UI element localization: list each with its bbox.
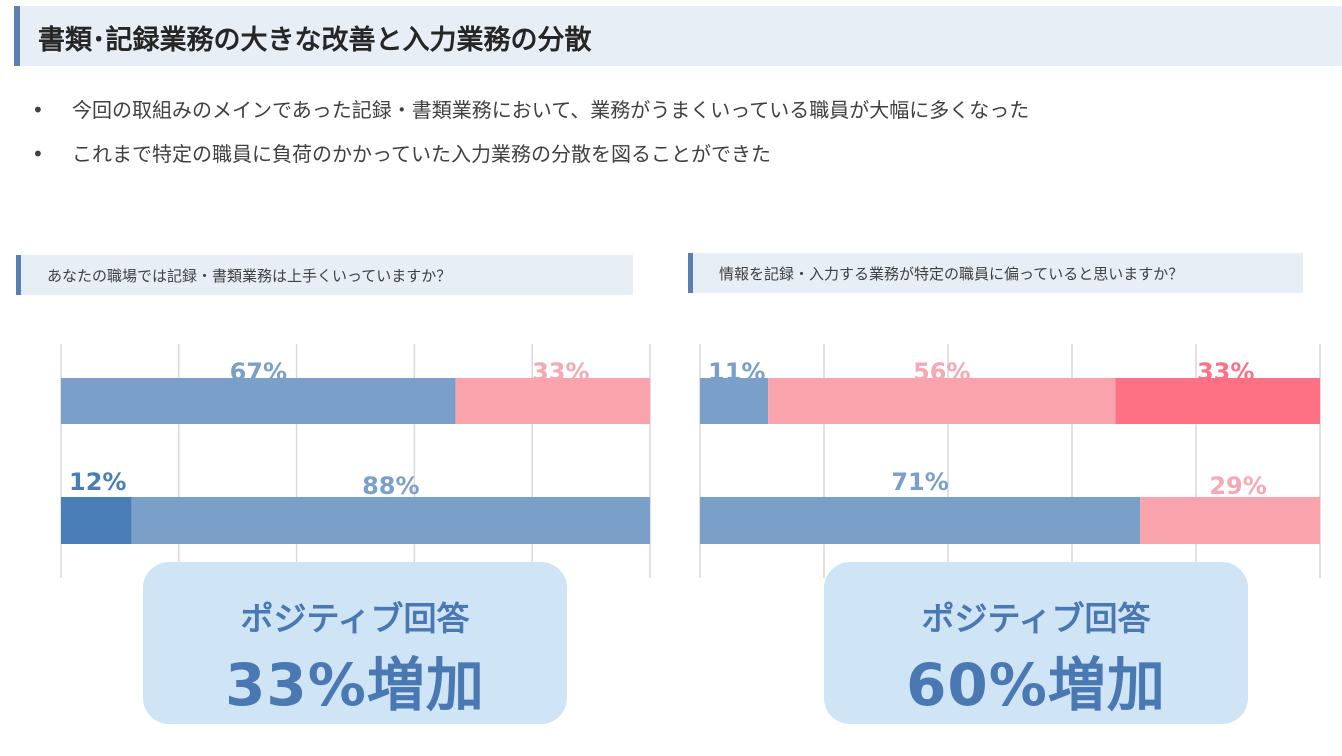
- question-right: 情報を記録・入力する業務が特定の職員に偏っていると思いますか？: [719, 265, 1184, 283]
- chart2-row2-bar-segment: [700, 497, 1141, 544]
- chart2-row2-bar-segment: [1140, 497, 1320, 544]
- chart1-row1-data-label: 67%: [230, 358, 287, 386]
- callout-right: ポジティブ回答 60%増加: [824, 562, 1248, 724]
- chart1-row1-data-label: 33%: [532, 358, 589, 386]
- chart2-row1-bar-segment: [768, 378, 1116, 424]
- chart1-row2-data-label: 88%: [362, 472, 419, 500]
- bullet-item: • 今回の取組みのメインであった記録・書類業務において、業務がうまくいっている職…: [32, 92, 1029, 136]
- callout-right-label: ポジティブ回答: [921, 599, 1151, 638]
- chart2-row1-data-label: 33%: [1197, 358, 1254, 386]
- chart2-row1-bar-segment: [1115, 378, 1320, 424]
- chart1-row1-bar-segment: [61, 378, 456, 424]
- chart2-row1-data-label: 56%: [913, 358, 970, 386]
- chart1-row1-bar-segment: [455, 378, 650, 424]
- bullet-list: • 今回の取組みのメインであった記録・書類業務において、業務がうまくいっている職…: [32, 92, 1029, 180]
- chart2-row1-bar-segment: [700, 378, 769, 424]
- page-title: 書類･記録業務の大きな改善と入力業務の分散: [38, 25, 592, 56]
- chart2-row2-data-label: 29%: [1209, 472, 1266, 500]
- title-bar: 書類･記録業務の大きな改善と入力業務の分散: [14, 6, 1342, 66]
- question-bar-left: あなたの職場では記録・書類業務は上手くいっていますか？: [16, 255, 633, 295]
- bullet-item: • これまで特定の職員に負荷のかかっていた入力業務の分散を図ることができた: [32, 136, 1029, 180]
- bullet-icon: •: [32, 142, 44, 166]
- question-bar-right: 情報を記録・入力する業務が特定の職員に偏っていると思いますか？: [688, 253, 1303, 293]
- chart2-row1-data-label: 11%: [708, 358, 765, 386]
- chart1-row2-data-label: 12%: [69, 468, 126, 496]
- callout-left-label: ポジティブ回答: [240, 599, 470, 638]
- callout-left-value: 33%増加: [225, 651, 485, 719]
- bullet-text: これまで特定の職員に負荷のかかっていた入力業務の分散を図ることができた: [72, 142, 771, 166]
- chart1-row2-bar-segment: [61, 497, 132, 544]
- callout-right-value: 60%増加: [906, 651, 1166, 719]
- bullet-text: 今回の取組みのメインであった記録・書類業務において、業務がうまくいっている職員が…: [72, 98, 1030, 122]
- chart1-row2-bar-segment: [131, 497, 650, 544]
- bullet-icon: •: [32, 98, 44, 122]
- callout-left: ポジティブ回答 33%増加: [143, 562, 567, 724]
- chart2-row2-data-label: 71%: [891, 468, 948, 496]
- question-left: あなたの職場では記録・書類業務は上手くいっていますか？: [47, 267, 452, 285]
